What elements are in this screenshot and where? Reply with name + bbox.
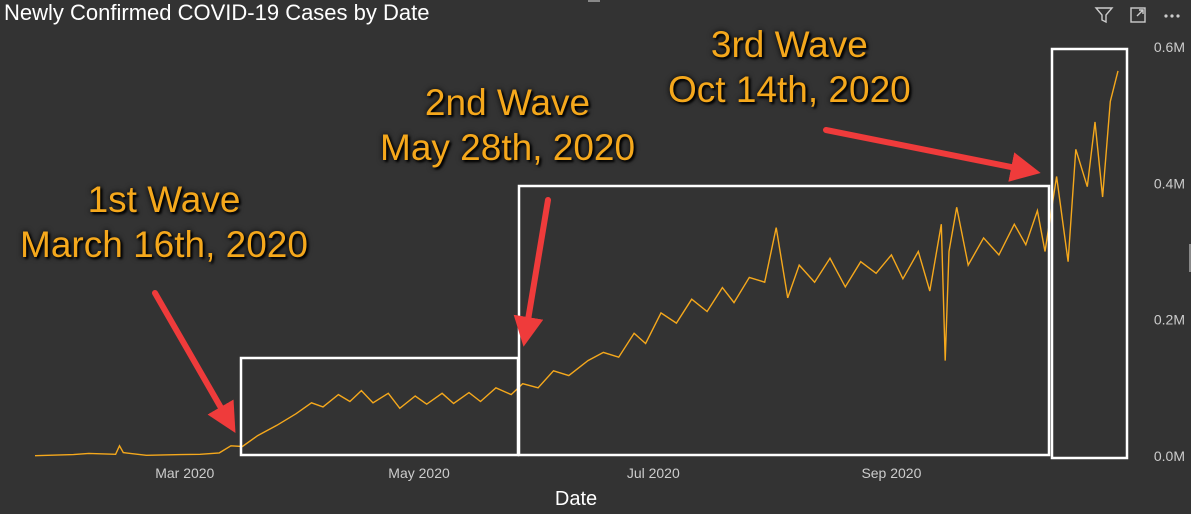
y-tick-label: 0.6M	[1154, 39, 1185, 55]
second-wave-date: May 28th, 2020	[380, 127, 636, 168]
focus-mode-icon[interactable]	[1127, 4, 1149, 26]
x-tick-label: Sep 2020	[861, 465, 921, 481]
third-wave-annotation: 3rd Wave Oct 14th, 2020	[668, 22, 911, 112]
second-wave-arrow	[513, 197, 551, 347]
third-wave-box	[1050, 47, 1129, 460]
filter-icon[interactable]	[1093, 4, 1115, 26]
y-tick-label: 0.4M	[1154, 175, 1185, 191]
first-wave-arrow	[152, 290, 236, 434]
second-wave-box	[517, 184, 1051, 457]
third-wave-date: Oct 14th, 2020	[668, 69, 911, 110]
visual-header-toolbar	[1093, 4, 1183, 26]
first-wave-box	[239, 356, 520, 457]
third-wave-label: 3rd Wave	[710, 24, 868, 65]
x-axis: Mar 2020 May 2020 Jul 2020 Sep 2020	[155, 465, 921, 481]
x-tick-label: Mar 2020	[155, 465, 214, 481]
x-axis-title: Date	[555, 488, 597, 510]
series-line[interactable]	[34, 70, 1119, 457]
y-tick-label: 0.2M	[1154, 312, 1185, 328]
drag-handle[interactable]	[588, 0, 600, 2]
x-tick-label: May 2020	[388, 465, 450, 481]
first-wave-date: March 16th, 2020	[20, 224, 308, 265]
second-wave-label: 2nd Wave	[424, 82, 591, 123]
third-wave-arrow	[823, 127, 1041, 182]
chart-title: Newly Confirmed COVID-19 Cases by Date	[4, 0, 430, 25]
first-wave-annotation: 1st Wave March 16th, 2020	[20, 177, 308, 267]
resize-handle[interactable]	[1189, 244, 1191, 272]
y-tick-label: 0.0M	[1154, 448, 1185, 464]
first-wave-label: 1st Wave	[87, 179, 241, 220]
y-axis: 0.0M 0.2M 0.4M 0.6M	[1154, 39, 1185, 464]
second-wave-annotation: 2nd Wave May 28th, 2020	[380, 80, 635, 170]
x-tick-label: Jul 2020	[627, 465, 680, 481]
more-options-icon[interactable]	[1161, 4, 1183, 26]
